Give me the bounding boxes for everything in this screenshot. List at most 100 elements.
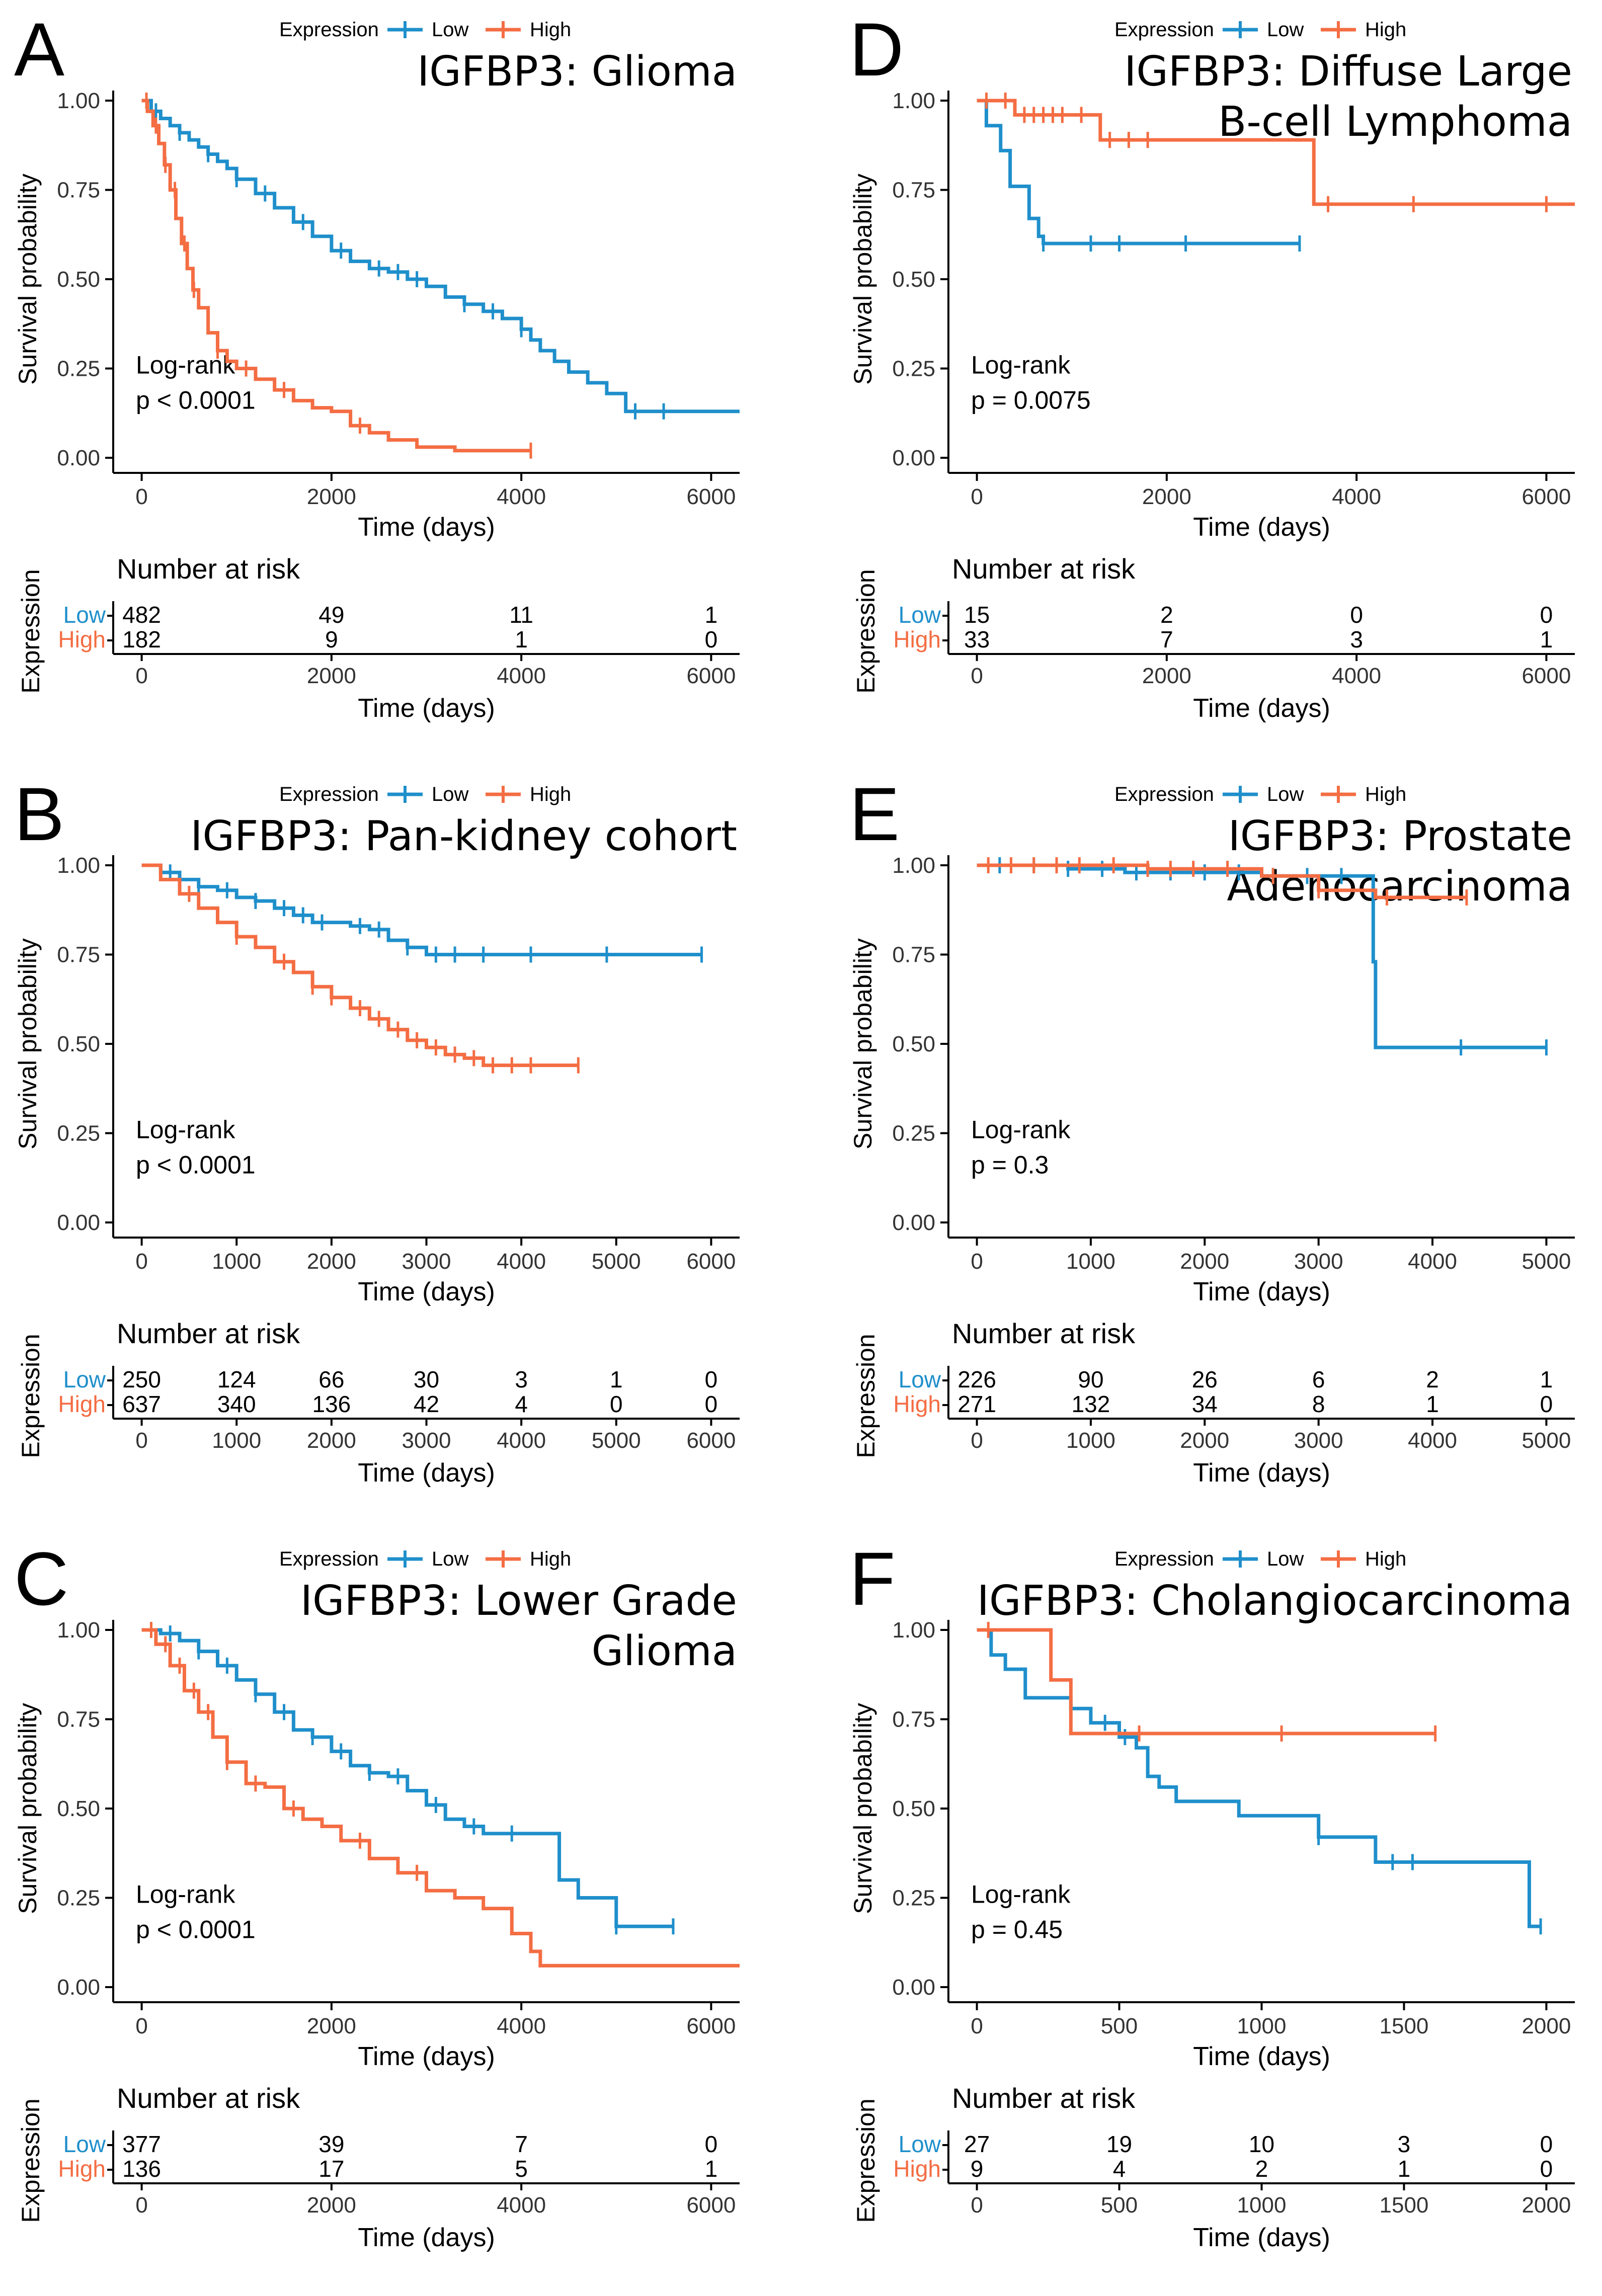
legend: Expression Low High xyxy=(1114,783,1406,805)
x-axis-title: Time (days) xyxy=(358,513,495,542)
risk-count-high: 17 xyxy=(318,2156,344,2182)
legend-title: Expression xyxy=(1114,783,1214,805)
y-tick-label: 0.75 xyxy=(57,943,100,967)
risk-count-high: 5 xyxy=(515,2156,528,2182)
risk-count-low: 26 xyxy=(1192,1366,1218,1392)
risk-x-tick-label: 1000 xyxy=(212,1428,261,1453)
legend-low-label: Low xyxy=(432,1548,468,1570)
risk-table-title: Number at risk xyxy=(117,2082,300,2114)
risk-table-title: Number at risk xyxy=(952,1318,1136,1349)
risk-count-high: 0 xyxy=(1540,1391,1553,1417)
logrank-label: Log-rank xyxy=(971,351,1071,379)
panel-title-line: Glioma xyxy=(592,1627,737,1675)
y-tick-label: 0.75 xyxy=(892,178,935,203)
risk-x-tick-label: 6000 xyxy=(686,1428,736,1453)
legend: Expression Low High xyxy=(279,1548,571,1570)
risk-row-label-low: Low xyxy=(63,2131,106,2157)
risk-count-low: 15 xyxy=(964,602,990,628)
risk-row-label-high: High xyxy=(893,2156,941,2182)
risk-x-axis-title: Time (days) xyxy=(358,1458,495,1488)
panel-letter: D xyxy=(849,7,904,92)
legend: Expression Low High xyxy=(1114,1548,1406,1570)
risk-table-y-title: Expression xyxy=(17,569,45,693)
legend-low-label: Low xyxy=(1267,19,1304,41)
y-tick-label: 0.50 xyxy=(892,1796,935,1821)
y-axis-title: Survival probability xyxy=(14,938,42,1150)
risk-x-tick-label: 1000 xyxy=(1237,2193,1287,2218)
risk-count-low: 124 xyxy=(217,1366,256,1392)
x-tick-label: 1000 xyxy=(1066,1249,1115,1274)
y-tick-label: 1.00 xyxy=(57,1618,100,1643)
risk-x-tick-label: 0 xyxy=(135,2193,147,2218)
x-tick-label: 4000 xyxy=(497,2014,546,2038)
y-tick-label: 0.00 xyxy=(892,1975,935,2000)
x-axis-title: Time (days) xyxy=(1193,2042,1330,2071)
x-tick-label: 0 xyxy=(135,484,147,509)
risk-count-low: 30 xyxy=(414,1366,439,1392)
risk-row-label-high: High xyxy=(893,626,941,652)
survival-curve-high xyxy=(141,863,579,1068)
x-tick-label: 5000 xyxy=(1521,1249,1571,1274)
risk-count-low: 226 xyxy=(957,1366,996,1392)
legend-title: Expression xyxy=(1114,1548,1214,1570)
risk-count-high: 34 xyxy=(1192,1391,1218,1417)
logrank-label: Log-rank xyxy=(136,1116,235,1144)
legend-low-label: Low xyxy=(1267,1548,1304,1570)
panel-title-line: B-cell Lymphoma xyxy=(1218,98,1572,146)
risk-count-low: 0 xyxy=(1540,602,1553,628)
pvalue-label: p < 0.0001 xyxy=(136,1151,256,1179)
risk-x-tick-label: 1500 xyxy=(1380,2193,1429,2218)
panel-title-line: IGFBP3: Diffuse Large xyxy=(1124,48,1572,96)
legend-title: Expression xyxy=(1114,19,1214,41)
y-tick-label: 1.00 xyxy=(57,853,100,878)
risk-x-tick-label: 6000 xyxy=(686,664,736,688)
y-tick-label: 0.50 xyxy=(57,267,100,292)
pvalue-label: p < 0.0001 xyxy=(136,1916,256,1944)
x-axis-title: Time (days) xyxy=(1193,1277,1330,1306)
risk-count-high: 7 xyxy=(1160,626,1173,652)
risk-x-tick-label: 4000 xyxy=(497,2193,546,2218)
pvalue-label: p = 0.45 xyxy=(971,1916,1063,1944)
risk-x-tick-label: 6000 xyxy=(1521,664,1571,688)
risk-count-low: 377 xyxy=(122,2131,161,2157)
risk-count-high: 0 xyxy=(705,626,718,652)
x-tick-label: 2000 xyxy=(307,1249,356,1274)
logrank-label: Log-rank xyxy=(971,1116,1071,1144)
risk-count-low: 1 xyxy=(610,1366,623,1392)
y-tick-label: 0.25 xyxy=(57,1886,100,1911)
x-tick-label: 4000 xyxy=(497,1249,546,1274)
legend-high-label: High xyxy=(1365,19,1406,41)
legend-low-label: Low xyxy=(1267,783,1304,805)
x-tick-label: 1000 xyxy=(1237,2014,1287,2038)
x-tick-label: 4000 xyxy=(1332,484,1381,509)
risk-count-high: 8 xyxy=(1312,1391,1325,1417)
y-tick-label: 0.25 xyxy=(892,1121,935,1146)
legend-high-label: High xyxy=(530,19,571,41)
risk-table-title: Number at risk xyxy=(117,1318,300,1349)
survival-curve-high xyxy=(977,1628,1435,1736)
risk-count-high: 42 xyxy=(414,1391,439,1417)
y-tick-label: 0.00 xyxy=(57,1975,100,2000)
x-tick-label: 2000 xyxy=(307,2014,356,2038)
y-tick-label: 0.25 xyxy=(57,357,100,381)
legend: Expression Low High xyxy=(279,19,571,41)
risk-count-low: 49 xyxy=(318,602,344,628)
risk-count-low: 11 xyxy=(509,602,533,628)
y-tick-label: 0.25 xyxy=(892,357,935,381)
risk-count-low: 2 xyxy=(1426,1366,1439,1392)
risk-count-high: 136 xyxy=(122,2156,161,2182)
y-tick-label: 0.75 xyxy=(892,1707,935,1732)
legend: Expression Low High xyxy=(1114,19,1406,41)
y-tick-label: 0.50 xyxy=(57,1032,100,1056)
risk-x-tick-label: 4000 xyxy=(497,664,546,688)
risk-count-high: 4 xyxy=(515,1391,528,1417)
risk-count-low: 0 xyxy=(705,2131,718,2157)
y-tick-label: 0.75 xyxy=(57,178,100,203)
x-axis-title: Time (days) xyxy=(358,1277,495,1306)
risk-row-label-low: Low xyxy=(63,1366,106,1392)
y-tick-label: 0.50 xyxy=(892,267,935,292)
panel-title-line: IGFBP3: Prostate xyxy=(1228,812,1572,860)
